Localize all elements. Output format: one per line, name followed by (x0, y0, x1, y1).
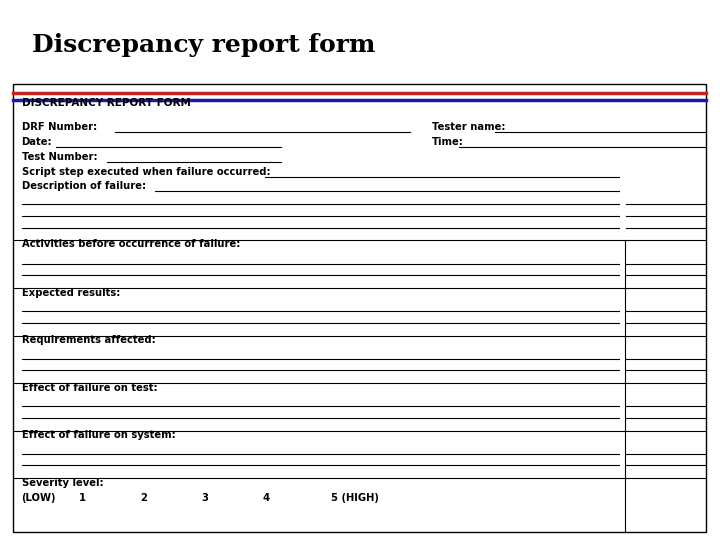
Text: Test Number:: Test Number: (22, 152, 97, 162)
Text: Date:: Date: (22, 137, 53, 147)
Text: 3: 3 (202, 493, 209, 503)
Text: DRF Number:: DRF Number: (22, 122, 97, 132)
Text: Tester name:: Tester name: (432, 122, 505, 132)
Text: Description of failure:: Description of failure: (22, 181, 145, 191)
Text: 4: 4 (263, 493, 270, 503)
Text: DISCREPANCY REPORT FORM: DISCREPANCY REPORT FORM (22, 98, 191, 108)
Text: Time:: Time: (432, 137, 464, 147)
Text: Discrepancy report form: Discrepancy report form (32, 33, 376, 57)
Text: 5 (HIGH): 5 (HIGH) (331, 493, 379, 503)
Bar (13, 84, 706, 532)
Text: Requirements affected:: Requirements affected: (22, 335, 156, 345)
Text: Effect of failure on test:: Effect of failure on test: (22, 382, 157, 393)
Text: 2: 2 (140, 493, 148, 503)
Text: Expected results:: Expected results: (22, 287, 120, 298)
Text: Effect of failure on system:: Effect of failure on system: (22, 430, 176, 440)
Text: Activities before occurrence of failure:: Activities before occurrence of failure: (22, 239, 240, 249)
Text: (LOW): (LOW) (22, 493, 56, 503)
Text: Script step executed when failure occurred:: Script step executed when failure occurr… (22, 166, 270, 177)
Text: Severity level:: Severity level: (22, 478, 103, 488)
Text: 1: 1 (79, 493, 86, 503)
